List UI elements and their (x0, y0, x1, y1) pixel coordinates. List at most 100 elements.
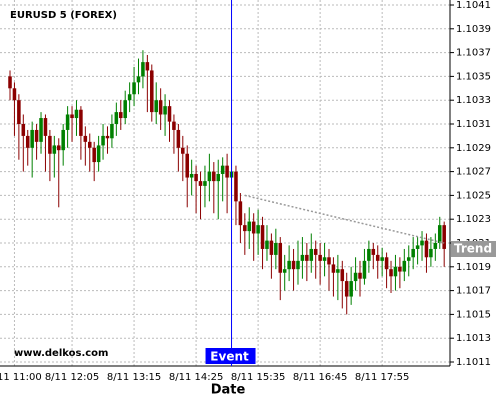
trend-label-box (451, 241, 496, 257)
candle-body (172, 121, 176, 130)
candle-body (327, 257, 331, 265)
candle-body (216, 173, 221, 182)
candle-body (336, 269, 340, 273)
candle-body (30, 129, 34, 148)
candle-body (309, 248, 314, 261)
candle-body (305, 254, 309, 261)
x-tick-label: 8/11 17:55 (355, 372, 409, 383)
candle-body (17, 100, 21, 124)
x-tick-label: 8/11 13:15 (107, 372, 161, 383)
y-tick-label: 1.1031 (456, 119, 491, 130)
candle-body (322, 257, 327, 261)
candle-body (150, 70, 154, 113)
candle-body (101, 135, 105, 146)
candle-body (411, 248, 415, 258)
candle-body (287, 260, 291, 270)
y-tick-label: 1.1035 (456, 71, 491, 82)
candle-body (384, 257, 389, 270)
y-tick-label: 1.1037 (456, 48, 491, 59)
y-tick-label: 1.1029 (456, 143, 491, 154)
candle-body (185, 153, 189, 178)
grid (0, 0, 450, 366)
candle-body (154, 100, 158, 113)
candle-body (163, 106, 167, 115)
candle-body (234, 171, 238, 202)
candle-body (260, 225, 265, 249)
candle-body (158, 100, 163, 115)
candle-body (87, 141, 92, 148)
candle-body (123, 100, 127, 119)
watermark: www.delkos.com (14, 348, 108, 359)
candle-body (92, 147, 96, 163)
candle-body (243, 225, 247, 232)
y-tick-label: 1.1017 (456, 286, 491, 297)
candle-body (34, 129, 39, 142)
candle-body (433, 243, 438, 249)
y-tick-label: 1.1025 (456, 190, 491, 201)
y-tick-label: 1.1013 (456, 333, 491, 344)
candle-body (65, 114, 70, 130)
candle-body (274, 243, 278, 255)
candle-body (167, 106, 172, 122)
candle-body (362, 260, 367, 279)
candle-body (247, 221, 252, 232)
candle-body (145, 62, 150, 71)
candle-body (313, 248, 318, 255)
candle-body (176, 129, 181, 148)
candle-body (225, 165, 229, 178)
candle-body (12, 88, 17, 101)
candle-body (56, 145, 61, 151)
candle-body (437, 225, 442, 243)
candle-body (256, 225, 260, 234)
candle-body (83, 135, 88, 142)
candle-body (119, 112, 123, 119)
candle-body (344, 281, 349, 297)
candle-body (212, 171, 216, 182)
candle-body (8, 76, 12, 89)
candle-body (61, 129, 65, 151)
candle-body (406, 257, 411, 261)
candle-body (74, 109, 79, 119)
x-tick-label: 8/11 16:45 (293, 372, 347, 383)
candle-body (278, 243, 283, 273)
candle-body (340, 269, 345, 282)
x-axis-label: Date (211, 383, 246, 398)
candle-body (181, 147, 185, 154)
candle-body (43, 118, 48, 136)
candle-body (318, 254, 322, 261)
candle-body (393, 266, 398, 277)
candle-body (189, 173, 194, 178)
candle-body (398, 266, 402, 272)
y-tick-label: 1.1041 (456, 0, 491, 11)
x-tick-label: 8/11 12:05 (45, 372, 99, 383)
candle-body (349, 281, 353, 297)
y-tick-label: 1.1015 (456, 309, 491, 320)
x-tick-label: 8/11 14:25 (169, 372, 223, 383)
event-label-box (205, 348, 256, 364)
candle-body (251, 221, 256, 234)
y-tick-label: 1.1033 (456, 95, 491, 106)
candle-body (52, 145, 57, 154)
trend-label: Trend (454, 242, 492, 256)
y-tick-label: 1.1011 (456, 357, 491, 368)
candles (8, 50, 446, 315)
x-tick-label: 8/11 11:00 (0, 372, 42, 383)
candle-body (265, 240, 269, 249)
candle-body (207, 171, 212, 182)
candle-body (132, 82, 136, 95)
candle-body (70, 114, 74, 119)
candle-body (110, 124, 114, 139)
candle-body (21, 124, 26, 136)
candle-body (25, 135, 30, 148)
candle-body (389, 269, 393, 277)
candle-body (114, 112, 119, 124)
candle-body (367, 248, 371, 261)
candle-body (198, 181, 203, 186)
chart-title: EURUSD 5 (FOREX) (10, 10, 117, 21)
candle-body (282, 269, 287, 273)
candle-body (353, 272, 358, 282)
candle-body (358, 272, 362, 279)
candle-body (96, 145, 101, 163)
candle-body (420, 240, 424, 246)
